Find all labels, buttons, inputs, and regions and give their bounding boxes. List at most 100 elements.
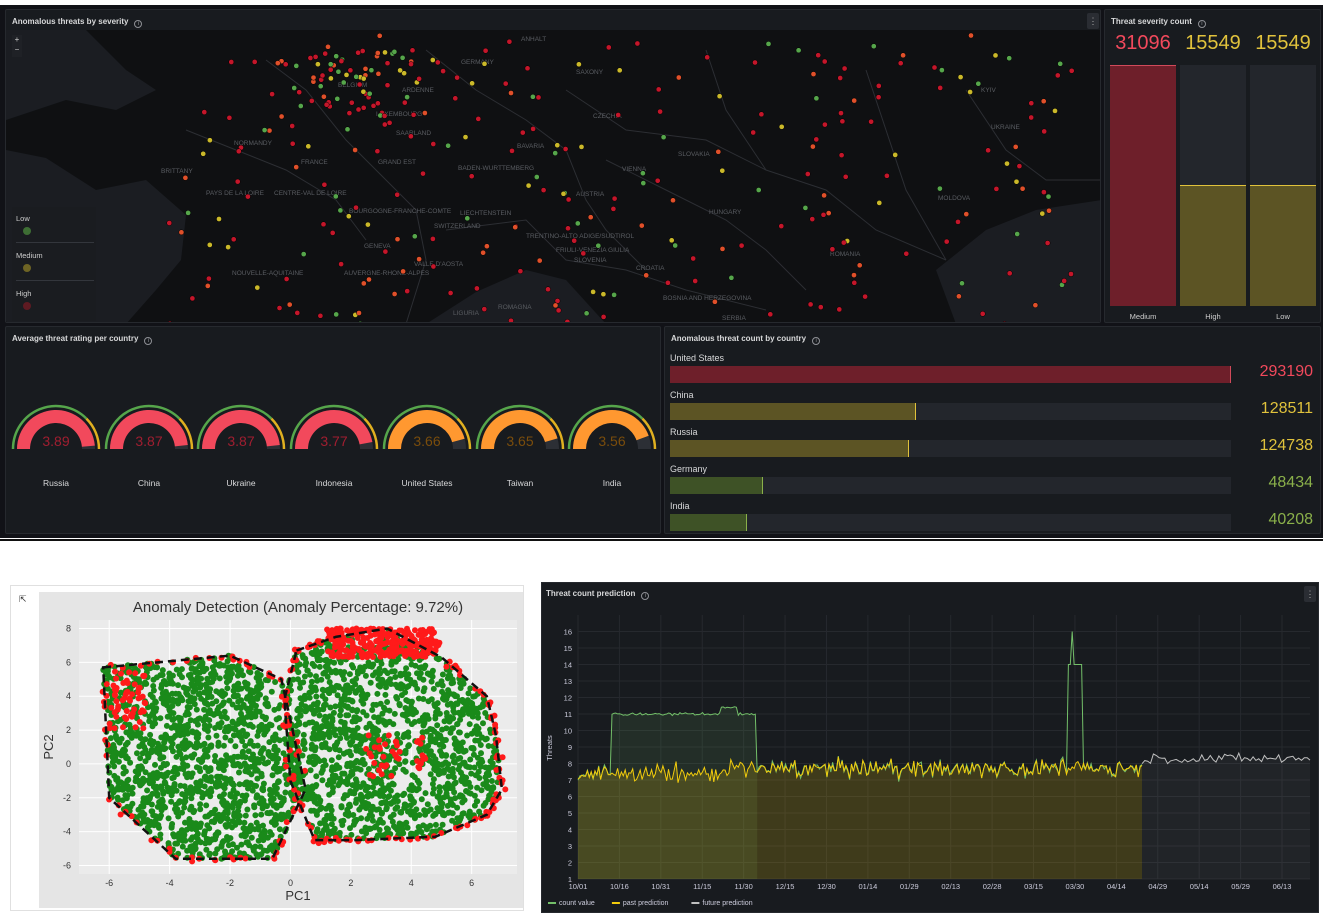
normal-point xyxy=(212,850,219,857)
anomaly-point xyxy=(380,753,387,760)
map-canvas[interactable]: BELGIUM GERMANY LUXEMBOURG SAARLAND NORMANDY… xyxy=(6,30,1100,322)
info-icon[interactable]: i xyxy=(641,592,650,600)
normal-point xyxy=(346,671,353,678)
normal-point xyxy=(474,784,481,791)
scatter-y-label: PC2 xyxy=(41,734,56,759)
normal-point xyxy=(390,811,397,818)
normal-point xyxy=(457,755,464,761)
threat-marker xyxy=(269,91,275,97)
normal-point xyxy=(151,822,158,829)
threat-marker xyxy=(375,100,381,107)
panel-menu-icon[interactable]: ⋮ xyxy=(1087,13,1099,29)
normal-point xyxy=(198,789,205,796)
normal-point xyxy=(149,790,156,797)
threat-marker xyxy=(293,63,300,69)
map-region-label: CZECHIA xyxy=(593,113,622,120)
anomaly-point xyxy=(123,689,130,696)
normal-point xyxy=(154,775,160,781)
normal-point xyxy=(224,658,231,665)
scatter-panel: ⇱ -6 -4 -2 0 2 4 6 -6 -4 -2 0 2 4 6 8 Anomaly Detection… xyxy=(10,585,524,911)
anomaly-point xyxy=(412,627,418,634)
normal-point xyxy=(314,826,321,833)
expand-icon[interactable]: ⇱ xyxy=(19,594,27,604)
normal-point xyxy=(124,792,131,799)
normal-point xyxy=(175,700,182,707)
normal-point xyxy=(165,840,172,847)
normal-point xyxy=(383,768,390,775)
normal-point xyxy=(482,764,489,771)
normal-point xyxy=(416,674,423,681)
normal-point xyxy=(261,760,268,767)
normal-point xyxy=(459,799,466,806)
zoom-in-button[interactable]: + xyxy=(14,35,20,44)
normal-point xyxy=(183,754,190,761)
normal-point xyxy=(125,786,132,793)
gauge-svg xyxy=(475,404,565,450)
normal-point xyxy=(238,733,245,740)
zoom-out-button[interactable]: − xyxy=(14,45,20,54)
normal-point xyxy=(169,775,176,782)
normal-point xyxy=(443,710,450,716)
threat-marker xyxy=(580,250,587,257)
normal-point xyxy=(418,829,425,835)
normal-point xyxy=(488,778,495,784)
info-icon[interactable]: i xyxy=(812,337,821,345)
normal-point xyxy=(268,791,275,798)
threat-marker xyxy=(452,95,459,102)
info-icon[interactable]: i xyxy=(1197,20,1206,28)
map-sea-channel xyxy=(6,30,156,120)
anomaly-point xyxy=(113,713,120,720)
gauge-svg xyxy=(289,404,379,450)
threat-marker xyxy=(765,41,772,47)
threat-marker xyxy=(166,220,173,226)
normal-point xyxy=(145,754,152,761)
normal-point xyxy=(354,725,361,731)
normal-point xyxy=(222,734,229,741)
legend-low-dot xyxy=(23,227,31,235)
pred-x-tick: 03/30 xyxy=(1066,882,1085,891)
normal-point xyxy=(436,788,443,795)
threat-marker xyxy=(1046,207,1052,214)
normal-point xyxy=(319,831,325,838)
threat-marker xyxy=(386,119,393,126)
past-prediction-line xyxy=(577,756,1143,783)
threat-marker xyxy=(562,146,569,152)
anomaly-point xyxy=(383,762,390,769)
normal-point xyxy=(192,718,199,724)
map-region-label: LIECHTENSTEIN xyxy=(460,210,512,217)
threat-marker xyxy=(374,148,381,155)
normal-point xyxy=(375,682,382,689)
threat-marker xyxy=(394,191,401,198)
normal-point xyxy=(153,674,160,681)
threat-marker xyxy=(829,246,836,253)
threat-marker xyxy=(321,93,327,100)
normal-point xyxy=(256,759,263,766)
map-border xyxy=(185,129,367,241)
normal-point xyxy=(322,744,329,750)
info-icon[interactable]: i xyxy=(144,337,153,345)
normal-point xyxy=(311,761,317,768)
threat-marker xyxy=(810,71,817,77)
pred-x-tick: 03/15 xyxy=(1024,882,1043,891)
pred-x-tick: 12/30 xyxy=(817,882,836,891)
threat-marker xyxy=(340,79,347,86)
normal-point xyxy=(175,682,182,689)
threat-marker xyxy=(365,221,371,228)
normal-point xyxy=(445,773,452,780)
normal-point xyxy=(402,758,409,765)
threat-marker xyxy=(851,279,858,286)
panel-menu-icon[interactable]: ⋮ xyxy=(1304,586,1316,602)
normal-point xyxy=(114,775,121,782)
normal-point xyxy=(394,798,401,805)
normal-point xyxy=(271,706,278,713)
normal-point xyxy=(447,796,454,803)
normal-point xyxy=(428,678,435,685)
normal-point xyxy=(175,743,182,750)
threat-marker xyxy=(545,286,551,293)
threat-marker xyxy=(352,147,358,153)
legend-label: future prediction xyxy=(702,900,752,907)
normal-point xyxy=(352,688,359,695)
normal-point xyxy=(206,825,213,832)
info-icon[interactable]: i xyxy=(134,20,143,28)
normal-point xyxy=(348,685,355,692)
